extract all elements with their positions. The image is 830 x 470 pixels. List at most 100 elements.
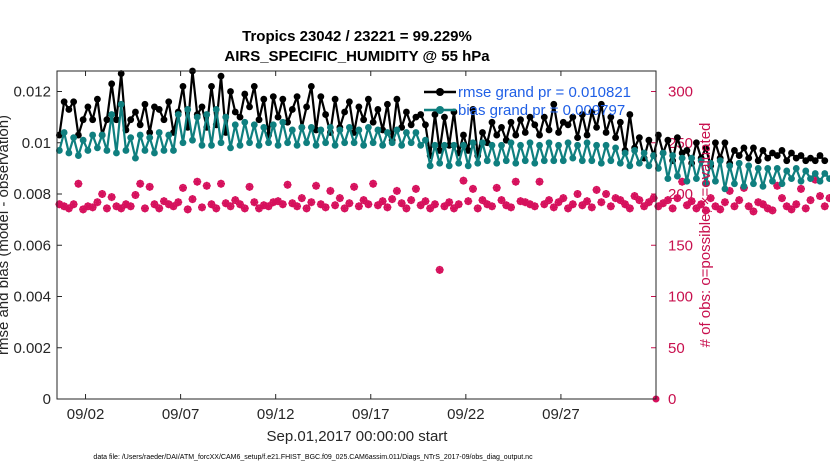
rmse-point xyxy=(602,129,610,136)
bias-point xyxy=(702,180,710,188)
bias-point xyxy=(712,177,719,185)
obs-evaluated-point xyxy=(564,204,573,213)
axes-box xyxy=(56,70,657,400)
bias-point xyxy=(165,131,173,139)
bias-point xyxy=(583,139,591,147)
obs-evaluated-point xyxy=(782,202,791,211)
bias-point xyxy=(797,177,805,185)
bias-point xyxy=(65,149,73,157)
bias-point xyxy=(74,152,82,159)
bias-point xyxy=(593,141,600,149)
bias-point xyxy=(659,149,667,157)
bias-point xyxy=(821,170,829,177)
bias-point xyxy=(379,141,387,149)
bias-point xyxy=(479,139,486,147)
obs-evaluated-point xyxy=(312,181,321,190)
rmse-point xyxy=(360,116,368,124)
bias-point xyxy=(179,139,187,147)
bias-point xyxy=(298,123,306,131)
obs-evaluated-point xyxy=(749,207,758,216)
rmse-point xyxy=(693,139,700,147)
obs-evaluated-point xyxy=(264,202,273,211)
obs-evaluated-point xyxy=(193,177,202,186)
obs-evaluated-point xyxy=(735,196,744,205)
obs-evaluated-point xyxy=(155,204,164,213)
bias-point xyxy=(274,141,282,149)
bias-point xyxy=(436,159,444,167)
bias-point xyxy=(203,111,211,118)
rmse-point xyxy=(293,93,301,101)
rmse-point xyxy=(626,111,634,118)
rmse-point xyxy=(574,134,581,142)
rmse-point xyxy=(654,131,662,139)
legend-bias-label: bias grand pr = 0.009797 xyxy=(458,102,625,119)
obs-evaluated-point xyxy=(692,204,701,213)
bias-point xyxy=(398,141,406,149)
bias-point xyxy=(550,157,558,165)
legend-rmse-label: rmse grand pr = 0.010821 xyxy=(458,84,631,101)
obs-evaluated-point xyxy=(240,204,249,213)
bias-point xyxy=(431,141,439,149)
obs-evaluated-point xyxy=(730,202,739,211)
bias-point xyxy=(284,139,291,147)
bias-point xyxy=(464,162,472,170)
rmse-point xyxy=(740,144,748,152)
rmse-point xyxy=(616,118,624,126)
bias-point xyxy=(783,167,791,175)
rmse-point xyxy=(597,100,605,108)
obs-evaluated-point xyxy=(93,198,102,207)
rmse-point xyxy=(460,131,467,139)
obs-evaluated-point xyxy=(212,204,221,213)
bias-point xyxy=(250,121,258,129)
obs-evaluated-point xyxy=(583,197,592,206)
rmse-point xyxy=(754,157,762,165)
bias-point xyxy=(650,152,658,159)
obs-evaluated-point xyxy=(635,196,644,205)
rmse-point xyxy=(60,98,68,106)
rmse-point xyxy=(288,106,296,113)
y-tick-label-right: 150 xyxy=(668,237,693,254)
bias-point xyxy=(602,141,610,149)
obs-evaluated-point xyxy=(397,199,406,208)
obs-evaluated-point xyxy=(530,202,539,211)
bias-point xyxy=(483,157,491,165)
y-tick-label-right: 100 xyxy=(668,289,693,306)
x-tick-label: 09/07 xyxy=(162,406,200,423)
y-tick-label-right: 300 xyxy=(668,84,693,101)
obs-evaluated-point xyxy=(302,204,311,213)
bias-point xyxy=(350,139,358,147)
obs-evaluated-point xyxy=(744,202,753,211)
obs-evaluated-point xyxy=(796,184,806,193)
bias-point xyxy=(236,141,244,149)
obs-evaluated-point xyxy=(554,198,563,207)
obs-evaluated-point xyxy=(402,204,411,213)
obs-evaluated-point xyxy=(644,198,653,207)
obs-evaluated-point xyxy=(269,198,278,207)
obs-evaluated-point xyxy=(88,203,97,212)
obs-evaluated-point xyxy=(587,203,596,212)
obs-evaluated-point xyxy=(487,202,496,211)
bias-point xyxy=(70,134,78,142)
bias-point xyxy=(626,162,634,170)
bias-point xyxy=(331,141,339,149)
obs-evaluated-point xyxy=(459,176,468,185)
obs-evaluated-point xyxy=(169,202,178,211)
obs-evaluated-point xyxy=(768,206,777,215)
obs-evaluated-point xyxy=(416,201,425,210)
rmse-point xyxy=(436,147,444,154)
bias-point xyxy=(98,131,106,139)
obs-evaluated-point xyxy=(359,196,368,205)
obs-evaluated-point xyxy=(668,204,677,213)
obs-evaluated-point xyxy=(126,202,135,211)
obs-evaluated-point xyxy=(274,197,283,206)
obs-evaluated-point xyxy=(383,203,392,212)
bias-point xyxy=(155,129,163,136)
obs-evaluated-point xyxy=(426,204,435,213)
bias-point xyxy=(545,139,553,147)
bias-point xyxy=(721,185,729,193)
obs-evaluated-point xyxy=(364,200,373,209)
rmse-point xyxy=(797,152,805,159)
obs-evaluated-point xyxy=(245,182,254,191)
obs-evaluated-point xyxy=(236,200,245,209)
rmse-point xyxy=(246,103,253,111)
